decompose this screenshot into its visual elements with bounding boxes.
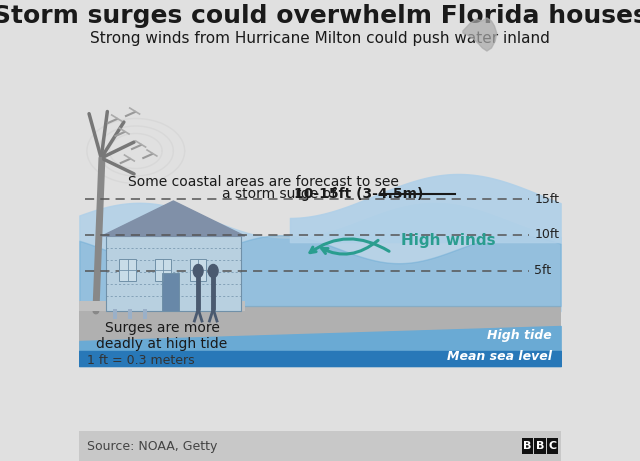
Bar bbox=[143, 309, 147, 319]
Bar bbox=[113, 309, 117, 319]
Bar bbox=[522, 438, 533, 454]
Text: 5ft: 5ft bbox=[534, 264, 552, 277]
Text: B: B bbox=[536, 441, 544, 451]
Text: B: B bbox=[523, 441, 531, 451]
Text: Storm surges could overwhelm Florida houses: Storm surges could overwhelm Florida hou… bbox=[0, 4, 640, 28]
Text: High winds: High winds bbox=[401, 233, 496, 248]
Text: 10-15ft (3-4.5m): 10-15ft (3-4.5m) bbox=[294, 187, 423, 201]
Text: a storm surge of: a storm surge of bbox=[222, 187, 340, 201]
Bar bbox=[128, 309, 132, 319]
Bar bbox=[547, 438, 558, 454]
Circle shape bbox=[209, 265, 218, 278]
Text: 10ft: 10ft bbox=[534, 229, 559, 242]
Text: deadly at high tide: deadly at high tide bbox=[97, 337, 228, 351]
Text: Some coastal areas are forecast to see: Some coastal areas are forecast to see bbox=[128, 175, 399, 189]
Polygon shape bbox=[463, 18, 497, 51]
Text: Surges are more: Surges are more bbox=[105, 321, 220, 335]
Polygon shape bbox=[102, 201, 245, 236]
Text: Source: NOAA, Getty: Source: NOAA, Getty bbox=[87, 439, 217, 453]
Bar bbox=[155, 259, 171, 281]
Bar bbox=[79, 301, 245, 311]
Text: High tide: High tide bbox=[487, 330, 552, 343]
Bar bbox=[119, 259, 136, 281]
Bar bbox=[162, 273, 179, 311]
Text: 1 ft = 0.3 meters: 1 ft = 0.3 meters bbox=[87, 354, 195, 366]
Text: C: C bbox=[548, 441, 557, 451]
Bar bbox=[190, 259, 207, 281]
Bar bbox=[79, 431, 561, 461]
Circle shape bbox=[193, 265, 203, 278]
Bar bbox=[106, 236, 241, 311]
Bar bbox=[534, 438, 545, 454]
Text: Strong winds from Hurricane Milton could push water inland: Strong winds from Hurricane Milton could… bbox=[90, 31, 550, 47]
Bar bbox=[79, 306, 561, 366]
Text: 15ft: 15ft bbox=[534, 193, 559, 206]
Text: Mean sea level: Mean sea level bbox=[447, 349, 552, 362]
